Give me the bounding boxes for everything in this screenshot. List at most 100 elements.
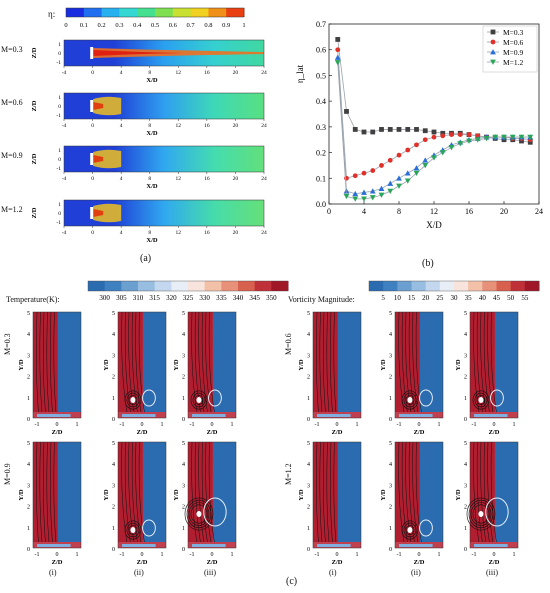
contour-frame [63, 39, 265, 67]
y-tick-label: 0 [464, 547, 467, 553]
data-point [334, 54, 341, 60]
temperature-colorbar-tick: 335 [216, 294, 227, 302]
y-axis-label: η_lat [295, 64, 305, 83]
x-tick-label: 1 [76, 422, 79, 428]
cold-region [337, 312, 361, 418]
streamline [483, 441, 491, 549]
streamline [319, 441, 323, 549]
x-tick-label: 12 [176, 70, 182, 76]
data-point [422, 163, 429, 169]
group-label: M=1.2 [284, 463, 293, 485]
y-axis-label: Z/D [31, 47, 38, 58]
vortex-ring [403, 392, 417, 408]
wall-coolant [474, 544, 508, 547]
vortex-ring [126, 522, 140, 538]
y-tick-label: 0 [58, 157, 61, 163]
eta-colorbar-tick: 0.3 [115, 22, 123, 29]
vortex-contour [203, 497, 227, 527]
y-tick-label: 5 [389, 441, 392, 447]
x-tick-label: -1 [35, 552, 40, 558]
data-point [334, 60, 341, 66]
field-frame [312, 311, 362, 419]
data-point [466, 132, 472, 137]
vorticity-colorbar-tick: 30 [451, 294, 459, 302]
y-tick-label: 1 [58, 42, 61, 48]
x-tick-label: 24 [535, 207, 543, 216]
x-tick-label: 0 [56, 422, 59, 428]
field-plot: 5 4 3 2 1 0 -1 0 1 Y/D Z/D [174, 311, 237, 436]
group-label: M=0.6 [284, 333, 293, 355]
temperature-colorbar-tick: 300 [99, 294, 110, 302]
vortex-ring [186, 499, 212, 529]
wall-coolant [317, 544, 351, 547]
x-tick-label: 20 [500, 207, 508, 216]
x-tick-label: 1 [231, 422, 234, 428]
streamline [46, 311, 50, 419]
wall-coolant [37, 544, 71, 547]
y-tick-label: 1 [464, 526, 467, 532]
streamline [50, 311, 54, 419]
x-axis-label: X/D [426, 220, 442, 230]
cold-region [419, 312, 443, 418]
sub-label: (ii) [134, 568, 144, 577]
x-tick-label: -4 [62, 70, 67, 76]
vorticity-colorbar-swatch [468, 281, 483, 291]
film-hole [90, 153, 94, 165]
y-tick-label: 1 [27, 396, 30, 402]
streamline [198, 311, 206, 419]
data-point [405, 147, 411, 153]
field-plot: 5 4 3 2 1 0 -1 0 1 Y/D Z/D [104, 311, 167, 436]
x-tick-label: 0 [336, 422, 339, 428]
y-tick-label: 4 [112, 462, 115, 468]
streamline [412, 311, 420, 419]
vorticity-colorbar-swatch [369, 281, 384, 291]
field-frame [469, 311, 519, 419]
y-tick-label: 0 [464, 417, 467, 423]
field-plot: 5 4 3 2 1 0 -1 0 1 Y/D Z/D [456, 311, 519, 436]
y-axis-label: Y/D [104, 359, 110, 371]
x-tick-label: 0 [91, 70, 94, 76]
vorticity-colorbar-tick: 15 [408, 294, 416, 302]
x-axis-label: Z/D [332, 429, 343, 436]
streamline [480, 311, 488, 419]
y-tick-label: 2 [182, 375, 185, 381]
vortex-ring [476, 395, 486, 405]
field-plot: 5 4 3 2 1 0 -1 0 1 Y/D Z/D [19, 441, 82, 566]
x-tick-label: 1 [356, 422, 359, 428]
streamline [194, 311, 202, 419]
streamline [316, 441, 320, 549]
data-point [405, 127, 411, 132]
temperature-colorbar: 300 305 310 315 320 325 330 335 340 345 350 [87, 280, 289, 302]
x-tick-label: 1 [356, 552, 359, 558]
temperature-colorbar-swatch [188, 281, 206, 291]
y-tick-label: 0.2 [316, 149, 326, 158]
y-tick-label: 0.1 [316, 174, 326, 183]
streamline [39, 441, 43, 549]
cold-region [142, 312, 166, 418]
vortex-ring [466, 497, 496, 531]
x-tick-label: 0 [211, 422, 214, 428]
vorticity-label: Vorticity Magnitude: [288, 295, 355, 304]
data-point [378, 192, 385, 198]
data-point [387, 188, 394, 195]
x-tick-label: 1 [161, 552, 164, 558]
data-point [440, 130, 446, 136]
vorticity-colorbar-tick: 25 [436, 294, 444, 302]
x-tick-label: 1 [161, 422, 164, 428]
field-frame [394, 441, 444, 549]
streamline [319, 311, 323, 419]
data-point [343, 193, 350, 200]
x-axis-label: Z/D [52, 429, 63, 436]
eta-colorbar-swatch [66, 8, 85, 17]
streamline [191, 441, 199, 549]
vorticity-colorbar-swatch [425, 281, 441, 291]
field-frame [394, 311, 444, 419]
x-tick-label: -1 [120, 552, 125, 558]
y-tick-label: 4 [307, 332, 310, 338]
row-label: M=0.6 [1, 98, 23, 107]
streamline [201, 311, 209, 419]
cold-region [212, 442, 236, 548]
vortex-core [407, 527, 413, 533]
x-tick-label: 8 [148, 70, 151, 76]
film-hole [90, 100, 94, 112]
